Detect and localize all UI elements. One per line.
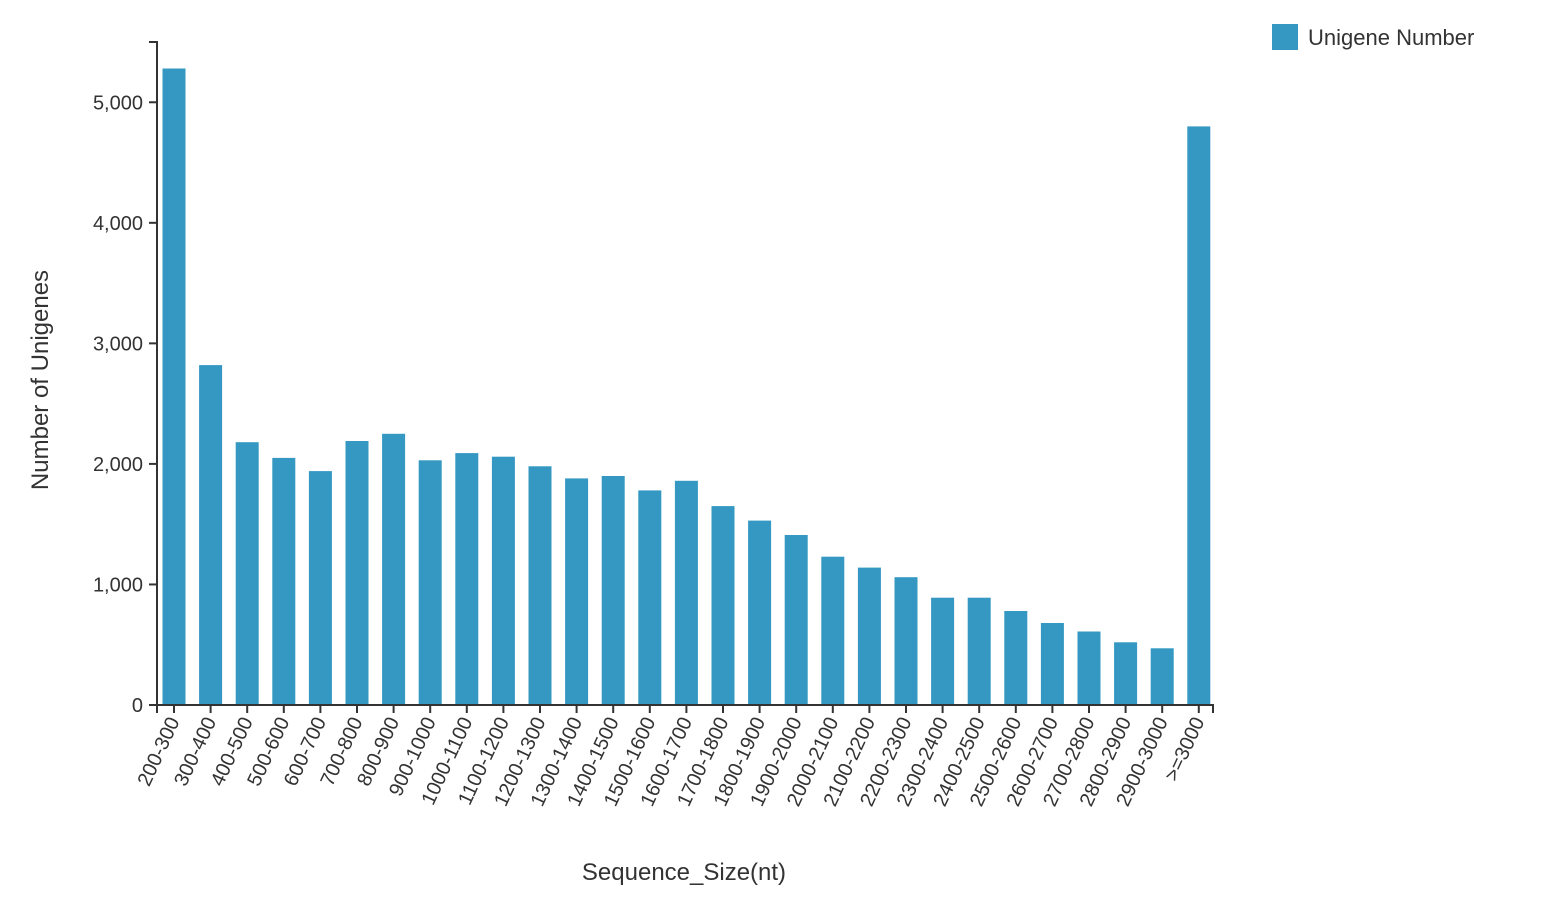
y-tick-label: 3,000 <box>93 333 143 355</box>
y-tick-label: 2,000 <box>93 454 143 476</box>
y-tick-label: 4,000 <box>93 213 143 235</box>
bar-2700-2800 <box>1077 631 1101 705</box>
bars-group <box>162 68 1211 705</box>
bar-2300-2400 <box>931 597 955 705</box>
bar-900-1000 <box>418 460 442 705</box>
bar-1200-1300 <box>528 466 552 705</box>
bar-2100-2200 <box>857 567 881 705</box>
bar-1800-1900 <box>748 520 772 705</box>
bar-1300-1400 <box>565 478 589 705</box>
y-tick-label: 5,000 <box>93 92 143 114</box>
y-tick-label: 0 <box>132 695 143 717</box>
bar-2200-2300 <box>894 577 918 705</box>
bar-2900-3000 <box>1150 648 1174 705</box>
y-axis-line <box>149 41 158 705</box>
x-axis-title: Sequence_Size(nt) <box>582 859 786 886</box>
bar-1000-1100 <box>455 453 479 705</box>
bar-700-800 <box>345 441 369 705</box>
legend-label: Unigene Number <box>1308 25 1474 50</box>
bar-800-900 <box>382 433 406 705</box>
bar-1400-1500 <box>601 476 625 705</box>
bar-200-300 <box>162 68 186 705</box>
legend: Unigene Number <box>1272 24 1474 50</box>
y-axis-title: Number of Unigenes <box>27 270 54 490</box>
bar-2600-2700 <box>1040 623 1064 705</box>
bar-1900-2000 <box>784 535 808 705</box>
bar-1600-1700 <box>674 480 698 705</box>
y-axis: 0 1,000 2,000 3,000 4,000 5,000 <box>93 41 158 717</box>
bar-2800-2900 <box>1114 642 1138 705</box>
bar-400-500 <box>235 442 259 705</box>
bar->=3000 <box>1187 126 1211 705</box>
bar-1700-1800 <box>711 506 735 705</box>
x-axis-line <box>156 704 1214 713</box>
bar-300-400 <box>199 365 223 705</box>
bar-2500-2600 <box>1004 611 1028 705</box>
bar-1100-1200 <box>491 456 515 705</box>
legend-swatch <box>1272 24 1298 50</box>
x-axis: 200-300300-400400-500500-600600-700700-8… <box>134 704 1214 810</box>
bar-600-700 <box>308 471 332 705</box>
bar-1500-1600 <box>638 490 662 705</box>
bar-2400-2500 <box>967 597 991 705</box>
bar-500-600 <box>272 457 296 705</box>
bar-2000-2100 <box>821 556 845 705</box>
y-tick-label: 1,000 <box>93 574 143 596</box>
